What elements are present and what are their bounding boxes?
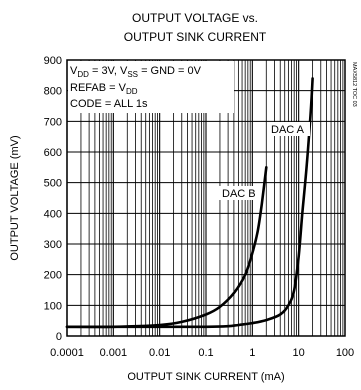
y-tick-label: 900 bbox=[44, 55, 62, 67]
conditions-box bbox=[68, 61, 234, 113]
chart-title-line1: OUTPUT VOLTAGE vs. bbox=[132, 11, 258, 25]
dac-b-label-bg bbox=[219, 186, 261, 200]
y-tick-label: 800 bbox=[44, 86, 62, 98]
x-tick-label: 0.001 bbox=[100, 347, 128, 359]
figure-id: MAX5812 TOC 03 bbox=[351, 62, 357, 107]
series-line-dac-b bbox=[65, 166, 268, 329]
y-tick-label: 500 bbox=[44, 178, 62, 190]
chart-title-line2: OUTPUT SINK CURRENT bbox=[124, 30, 267, 44]
series-label-dac-a: DAC A bbox=[271, 124, 305, 136]
y-tick-label: 200 bbox=[44, 270, 62, 282]
x-tick-label: 0.0001 bbox=[50, 347, 84, 359]
x-tick-label: 1 bbox=[249, 347, 255, 359]
x-tick-labels: 0.0001 0.001 0.01 0.1 1 10 100 bbox=[50, 347, 354, 359]
x-tick-label: 100 bbox=[336, 347, 354, 359]
condition-reference: REFAB = VDD bbox=[70, 82, 138, 96]
condition-code: CODE = ALL 1s bbox=[70, 98, 148, 110]
y-tick-label: 600 bbox=[44, 147, 62, 159]
x-axis-label: OUTPUT SINK CURRENT (mA) bbox=[127, 371, 284, 383]
plot-frame bbox=[66, 59, 346, 337]
x-tick-label: 10 bbox=[293, 347, 305, 359]
y-tick-label: 700 bbox=[44, 116, 62, 128]
y-tick-labels: 0 100 200 300 400 500 600 700 800 900 bbox=[44, 55, 62, 343]
y-tick-label: 300 bbox=[44, 239, 62, 251]
x-tick-label: 0.1 bbox=[198, 347, 213, 359]
condition-supply: VDD = 3V, VSS = GND = 0V bbox=[70, 65, 202, 79]
series-label-dac-b: DAC B bbox=[222, 188, 256, 200]
y-tick-label: 0 bbox=[56, 331, 62, 343]
y-tick-label: 100 bbox=[44, 300, 62, 312]
series-line-dac-a bbox=[65, 77, 314, 329]
y-axis-label: OUTPUT VOLTAGE (mV) bbox=[9, 135, 21, 260]
dac-a-label-bg bbox=[268, 122, 310, 136]
x-tick-label: 0.01 bbox=[149, 347, 170, 359]
curves bbox=[65, 77, 314, 329]
y-tick-label: 400 bbox=[44, 208, 62, 220]
